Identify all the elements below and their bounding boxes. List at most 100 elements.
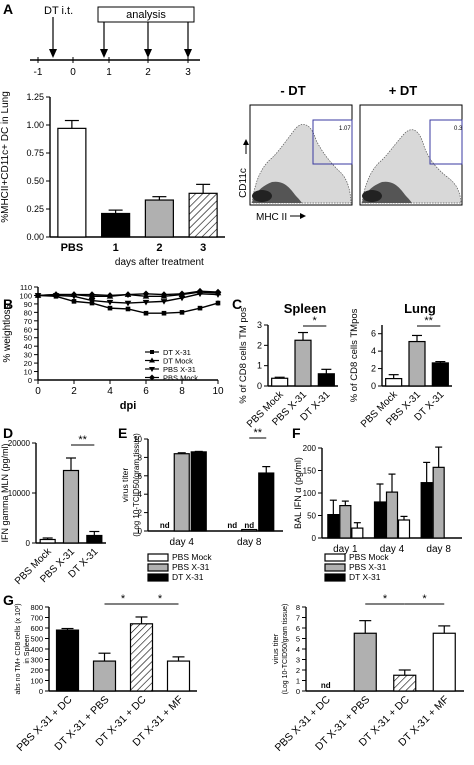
significance-marker: * <box>383 593 388 605</box>
bar <box>294 339 312 387</box>
bar <box>62 469 80 544</box>
y-tick-label: 0 <box>138 527 143 536</box>
y-tick-label: 0 <box>312 534 317 543</box>
bar <box>385 377 403 387</box>
chart-title: Lung <box>404 301 436 316</box>
significance-marker: ** <box>253 427 262 439</box>
data-point <box>106 299 114 306</box>
bar <box>432 632 456 692</box>
data-point <box>149 367 155 372</box>
y-tick-label: 0 <box>371 381 376 391</box>
significance-marker: * <box>121 593 126 605</box>
y-tick-label: 0 <box>28 376 32 385</box>
data-point <box>160 291 168 298</box>
panel-label-g: G <box>3 592 14 608</box>
timeline-diagram: A DT i.t. analysis -1 0 1 2 3 <box>3 1 200 78</box>
y-axis-label: (Log 10-TCID50/gram tissue) <box>282 604 289 695</box>
y-tick-label: 0.50 <box>26 176 44 186</box>
x-tick-label: PBS <box>61 242 84 254</box>
y-axis-label: % of CD8 cells TMpos <box>349 308 360 402</box>
y-tick-label: 0 <box>39 687 43 696</box>
y-tick-label: 0 <box>257 381 262 391</box>
legend-swatch <box>324 563 346 572</box>
panel-label-d: D <box>3 425 13 441</box>
timeline-tick: 3 <box>185 67 191 78</box>
legend-swatch <box>147 563 169 572</box>
bar <box>57 127 87 238</box>
x-tick-label: 3 <box>200 242 206 254</box>
bar <box>408 340 426 387</box>
bar <box>39 538 56 544</box>
data-point <box>125 306 131 312</box>
y-axis-label: %MHCII+CD11c+ DC in Lung <box>0 91 11 223</box>
y-tick-label: 5 <box>296 635 300 644</box>
flow-gate-value: 0.3 <box>454 126 463 132</box>
chart-title: Spleen <box>284 301 327 316</box>
legend-label: PBS Mock <box>349 552 389 562</box>
flow-y-label: CD11c <box>238 168 249 198</box>
timeline-tick: 2 <box>145 67 151 78</box>
y-tick-label: 30 <box>24 351 32 360</box>
legend-label: PBS X-31 <box>349 562 387 572</box>
data-point <box>71 299 77 304</box>
panel-label-c: C <box>232 296 242 312</box>
y-axis-label: in Spleen <box>24 634 31 663</box>
bar <box>101 212 131 238</box>
timeline-tick: 1 <box>106 67 112 78</box>
y-tick-label: 300 <box>30 656 43 665</box>
legend-label: DT X-31 <box>172 572 204 582</box>
timeline-tick: -1 <box>34 67 43 78</box>
y-tick-label: 0 <box>296 687 300 696</box>
flow-plot-plus-dt: 0.3 <box>359 104 463 206</box>
y-axis-label: virus titer <box>271 633 280 664</box>
x-tick-label: day 4 <box>380 544 405 555</box>
analysis-arrows <box>100 22 192 58</box>
y-tick-label: 10 <box>133 435 142 444</box>
data-point <box>142 299 150 306</box>
nd-label: nd <box>321 681 331 690</box>
y-tick-label: 200 <box>30 666 43 675</box>
bar <box>353 632 377 692</box>
y-tick-label: 4 <box>296 645 300 654</box>
y-tick-label: 500 <box>30 635 43 644</box>
y-tick-label: 150 <box>303 467 317 476</box>
flow-title-minus-dt: - DT <box>280 83 305 98</box>
legend-swatch <box>324 573 346 582</box>
flow-plot-minus-dt: 1.07 <box>249 104 353 206</box>
data-point <box>160 299 168 305</box>
y-tick-label: 600 <box>30 624 43 633</box>
bar <box>92 660 117 692</box>
significance-marker: ** <box>424 315 433 327</box>
timeline-tick: 0 <box>70 67 76 78</box>
legend-swatch <box>324 553 346 562</box>
y-tick-label: 8 <box>138 453 143 462</box>
y-axis-label: BAL IFN α (pg/ml) <box>293 457 303 529</box>
data-point <box>161 310 167 316</box>
y-tick-label: 1.25 <box>26 92 44 102</box>
data-point <box>179 310 185 315</box>
bar <box>188 192 218 238</box>
y-tick-label: 10000 <box>8 489 31 498</box>
data-point <box>149 374 155 381</box>
data-point <box>70 291 78 298</box>
data-point <box>178 295 186 302</box>
y-tick-label: 1 <box>257 361 262 371</box>
bar <box>393 674 417 692</box>
bar <box>351 527 364 539</box>
y-tick-label: 0.75 <box>26 148 44 158</box>
y-tick-label: 400 <box>30 645 43 654</box>
flow-title-plus-dt: + DT <box>389 83 418 98</box>
y-axis-label: % weightloss <box>2 304 13 362</box>
y-axis-label: (Log 10-TCID50/gram tissue) <box>132 433 141 537</box>
flow-cytometry-plots: - DT + DT 1.07 0.3 CD11c MHC II <box>238 83 463 223</box>
x-tick-label: 10 <box>212 386 224 397</box>
y-tick-label: 90 <box>24 300 32 309</box>
legend-label: PBS Mock <box>163 374 198 383</box>
y-tick-label: 20000 <box>8 439 31 448</box>
y-tick-label: 1.00 <box>26 120 44 130</box>
